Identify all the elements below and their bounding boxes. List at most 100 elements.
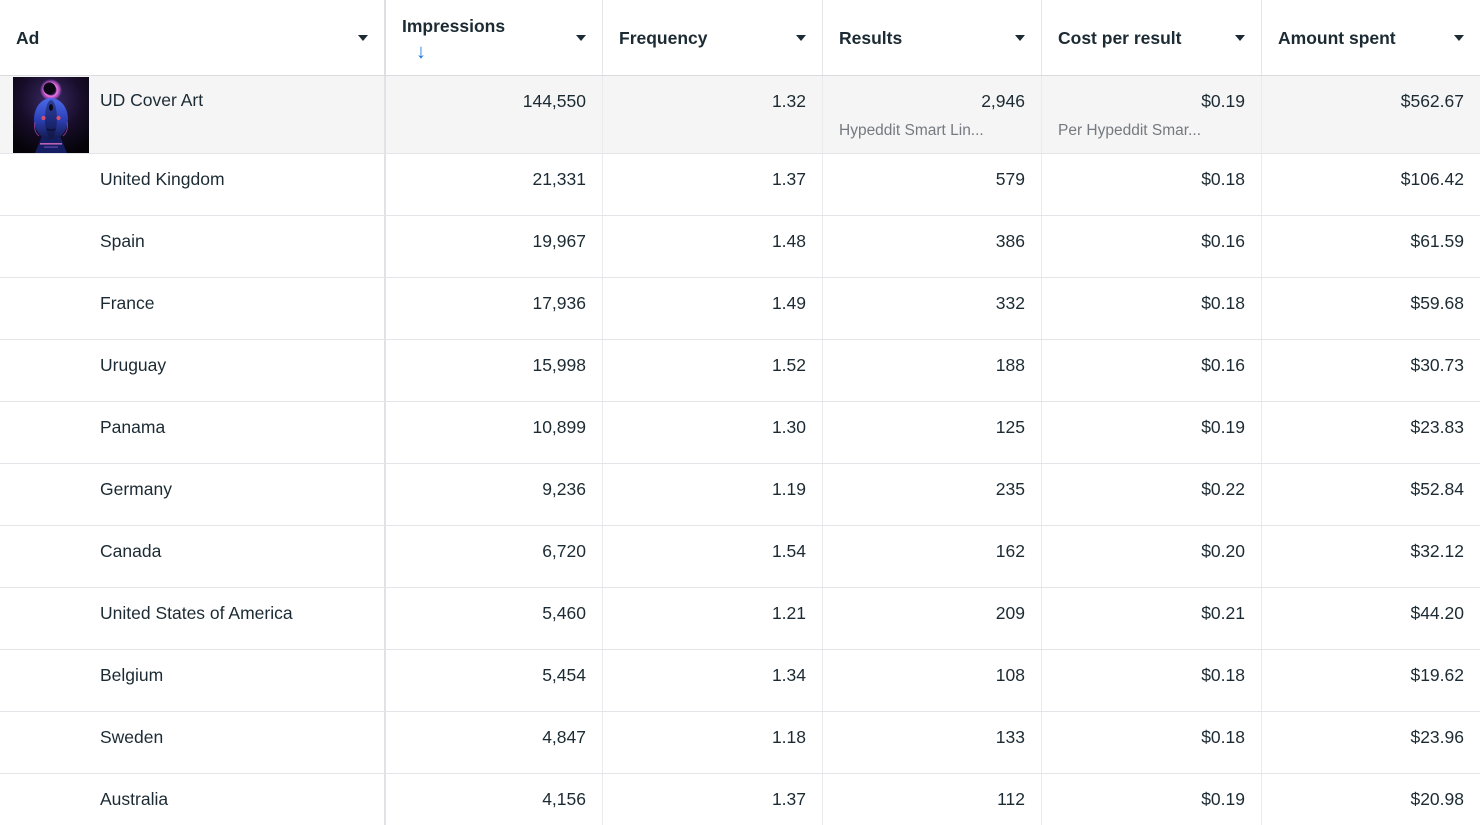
breakdown-country-cell: Sweden	[0, 712, 386, 773]
cost-per-result-cell: $0.18	[1042, 712, 1262, 773]
cost-per-result-cell: $0.20	[1042, 526, 1262, 587]
column-header-results[interactable]: Results	[823, 0, 1042, 75]
cost-per-result-subtitle: Per Hypeddit Smar...	[1058, 122, 1202, 139]
cost-per-result-cell: $0.19	[1042, 774, 1262, 825]
impressions-cell: 6,720	[386, 526, 603, 587]
results-cell: 112	[823, 774, 1042, 825]
results-cell: 125	[823, 402, 1042, 463]
ad-name[interactable]: UD Cover Art	[100, 90, 204, 110]
impressions-cell: 4,156	[386, 774, 603, 825]
table-row: United Kingdom 21,331 1.37 579 $0.18 $10…	[0, 154, 1480, 216]
breakdown-country-cell: Belgium	[0, 650, 386, 711]
frequency-cell: 1.54	[603, 526, 823, 587]
breakdown-country-cell: Spain	[0, 216, 386, 277]
frequency-cell: 1.49	[603, 278, 823, 339]
frequency-cell: 1.52	[603, 340, 823, 401]
table-row: France 17,936 1.49 332 $0.18 $59.68	[0, 278, 1480, 340]
impressions-cell: 5,454	[386, 650, 603, 711]
column-header-label: Frequency	[619, 27, 708, 48]
chevron-down-icon[interactable]	[1235, 34, 1245, 41]
amount-spent-cell: $106.42	[1400, 169, 1464, 189]
results-cell: 209	[823, 588, 1042, 649]
breakdown-country-cell: France	[0, 278, 386, 339]
cost-per-result-cell: $0.18	[1042, 278, 1262, 339]
breakdown-country-cell: United Kingdom	[0, 154, 386, 215]
cost-per-result-cell: $0.19	[1042, 402, 1262, 463]
impressions-cell: 17,936	[386, 278, 603, 339]
frequency-cell: 1.32	[603, 76, 823, 153]
column-header-frequency[interactable]: Frequency	[603, 0, 823, 75]
cost-per-result-cell: $0.16	[1042, 216, 1262, 277]
chevron-down-icon[interactable]	[796, 34, 806, 41]
table-header-row: Ad Impressions ↓ Frequency Results Cost …	[0, 0, 1480, 76]
amount-spent-cell: $32.12	[1410, 541, 1464, 561]
chevron-down-icon[interactable]	[1454, 34, 1464, 41]
breakdown-country-cell: Australia	[0, 774, 386, 825]
table-row: Spain 19,967 1.48 386 $0.16 $61.59	[0, 216, 1480, 278]
amount-spent-cell: $19.62	[1410, 665, 1464, 685]
table-row: Germany 9,236 1.19 235 $0.22 $52.84	[0, 464, 1480, 526]
results-cell: 579	[823, 154, 1042, 215]
ad-summary-row: UD Cover Art 144,550 1.32 2,946 Hypeddit…	[0, 76, 1480, 154]
amount-spent-cell: $59.68	[1410, 293, 1464, 313]
impressions-cell: 5,460	[386, 588, 603, 649]
frequency-cell: 1.21	[603, 588, 823, 649]
frequency-cell: 1.34	[603, 650, 823, 711]
cost-per-result-cell: $0.22	[1042, 464, 1262, 525]
table-row: Sweden 4,847 1.18 133 $0.18 $23.96	[0, 712, 1480, 774]
sort-descending-icon: ↓	[416, 40, 426, 63]
impressions-cell: 9,236	[386, 464, 603, 525]
cost-per-result-cell: $0.18	[1042, 650, 1262, 711]
chevron-down-icon[interactable]	[1015, 34, 1025, 41]
column-header-cost-per-result[interactable]: Cost per result	[1042, 0, 1262, 75]
table-row: Panama 10,899 1.30 125 $0.19 $23.83	[0, 402, 1480, 464]
frequency-cell: 1.19	[603, 464, 823, 525]
cost-per-result-cell: $0.16	[1042, 340, 1262, 401]
cost-per-result-cell: $0.19 Per Hypeddit Smar...	[1042, 76, 1262, 153]
amount-spent-cell: $23.83	[1410, 417, 1464, 437]
amount-spent-cell: $30.73	[1410, 355, 1464, 375]
frequency-cell: 1.37	[603, 774, 823, 825]
cost-per-result-cell: $0.21	[1042, 588, 1262, 649]
amount-spent-cell: $23.96	[1410, 727, 1464, 747]
cost-per-result-cell: $0.18	[1042, 154, 1262, 215]
column-header-label: Results	[839, 27, 903, 48]
breakdown-country-cell: Panama	[0, 402, 386, 463]
impressions-cell: 4,847	[386, 712, 603, 773]
frequency-cell: 1.48	[603, 216, 823, 277]
results-cell: 188	[823, 340, 1042, 401]
chevron-down-icon[interactable]	[358, 34, 368, 41]
results-cell: 2,946 Hypeddit Smart Lin...	[823, 76, 1042, 153]
impressions-cell: 21,331	[386, 154, 603, 215]
column-header-label: Impressions	[402, 15, 506, 36]
column-header-label: Ad	[16, 27, 40, 48]
ad-thumbnail-album-cover-art[interactable]	[13, 77, 89, 153]
column-header-impressions[interactable]: Impressions ↓	[386, 0, 603, 75]
amount-spent-cell: $61.59	[1410, 231, 1464, 251]
results-cell: 235	[823, 464, 1042, 525]
column-header-label: Cost per result	[1058, 27, 1182, 48]
results-cell: 133	[823, 712, 1042, 773]
amount-spent-cell: $562.67	[1262, 76, 1480, 153]
table-row: Australia 4,156 1.37 112 $0.19 $20.98	[0, 774, 1480, 825]
table-row: United States of America 5,460 1.21 209 …	[0, 588, 1480, 650]
breakdown-country-cell: Germany	[0, 464, 386, 525]
cost-per-result-value: $0.19	[1201, 91, 1245, 111]
impressions-cell: 10,899	[386, 402, 603, 463]
results-cell: 386	[823, 216, 1042, 277]
frequency-cell: 1.18	[603, 712, 823, 773]
column-header-ad[interactable]: Ad	[0, 0, 386, 75]
frequency-cell: 1.30	[603, 402, 823, 463]
breakdown-country-cell: Uruguay	[0, 340, 386, 401]
frequency-cell: 1.37	[603, 154, 823, 215]
results-subtitle: Hypeddit Smart Lin...	[839, 122, 984, 139]
table-row: Canada 6,720 1.54 162 $0.20 $32.12	[0, 526, 1480, 588]
amount-spent-cell: $44.20	[1410, 603, 1464, 623]
table-row: Belgium 5,454 1.34 108 $0.18 $19.62	[0, 650, 1480, 712]
impressions-cell: 144,550	[386, 76, 603, 153]
ad-cell: UD Cover Art	[0, 76, 386, 153]
results-cell: 108	[823, 650, 1042, 711]
chevron-down-icon[interactable]	[576, 34, 586, 41]
column-header-amount-spent[interactable]: Amount spent	[1262, 0, 1480, 75]
